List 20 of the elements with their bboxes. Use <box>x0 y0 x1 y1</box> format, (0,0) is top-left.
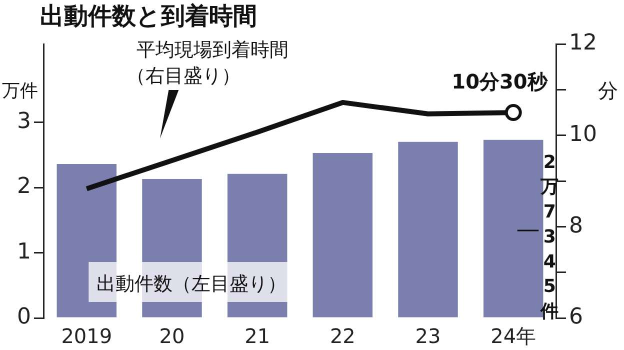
y-tick-label: 1 <box>16 239 31 264</box>
y-tick-label: 0 <box>16 304 31 330</box>
x-tick-label: 22 <box>330 324 356 348</box>
y2-tick-label: 8 <box>569 213 584 238</box>
y2-tick-label: 12 <box>569 30 598 56</box>
series-label: 平均現場到着時間（右目盛り） <box>126 39 289 87</box>
x-tick-label: 20 <box>159 324 185 348</box>
y-tick-label: 3 <box>16 109 31 134</box>
y2-tick-label: 6 <box>569 304 584 330</box>
y-axis-title: 万件 <box>2 80 38 102</box>
series-label: 出動件数（左目盛り） <box>96 273 287 295</box>
x-tick-label: 23 <box>415 324 441 348</box>
x-tick-label: 2019 <box>61 324 112 348</box>
y-tick-label: 2 <box>16 174 31 200</box>
y2-axis-title: 分 <box>598 78 618 103</box>
x-tick-label: 21 <box>244 324 270 348</box>
y2-tick-label: 10 <box>569 122 598 148</box>
chart-title: 出動件数と到着時間 <box>40 2 257 30</box>
annotation: 10分30秒 <box>452 70 548 94</box>
x-tick-label: 24年 <box>490 324 536 348</box>
